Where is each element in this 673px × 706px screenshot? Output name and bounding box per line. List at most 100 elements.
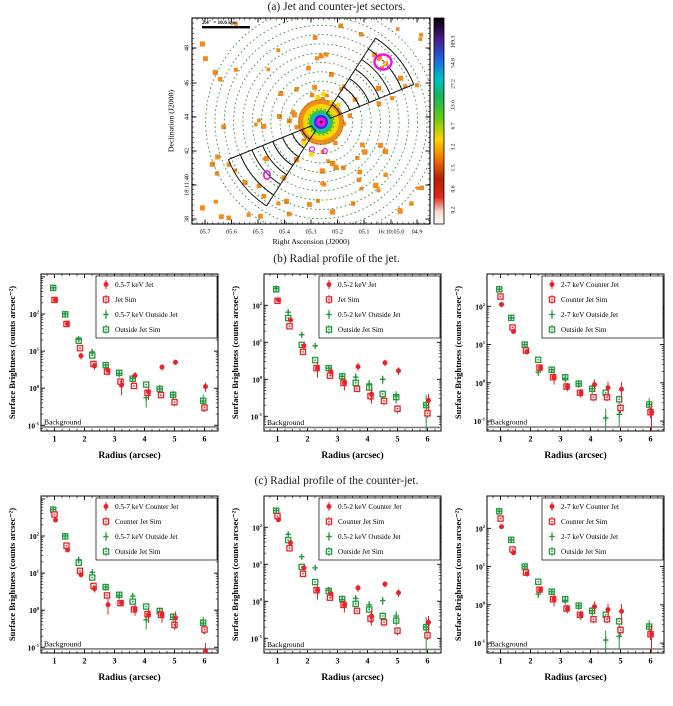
- svg-text:Counter Jet Sim: Counter Jet Sim: [115, 518, 162, 526]
- series-2-7-kev-outside-jet: [496, 286, 652, 431]
- svg-text:38: 38: [184, 216, 191, 222]
- svg-text:100: 100: [475, 600, 486, 609]
- svg-text:2.4″ = 10.6 kpc: 2.4″ = 10.6 kpc: [202, 20, 237, 26]
- svg-text:Background: Background: [44, 417, 81, 426]
- scatter-plot-svg: 1 2 3 4 5 6 Radius (arcsec) 10-1 100 101 102 Surfac…: [7, 495, 219, 683]
- x-axis: 1 2 3 4 5 6 Radius (arcsec): [492, 496, 659, 683]
- scatter-plot-svg: 1 2 3 4 5 6 Radius (arcsec) 10-1 100 101 102 Surfac…: [230, 495, 442, 683]
- plot-jet-broadband: 1 2 3 4 5 6 Radius (arcsec) 10-1 100 101 102 Surfac…: [3, 268, 224, 466]
- svg-text:6: 6: [203, 657, 207, 666]
- svg-text:100: 100: [475, 378, 486, 387]
- svg-text:3.2: 3.2: [451, 143, 457, 150]
- svg-text:10-1: 10-1: [28, 643, 40, 652]
- plot-jet-hard: 1 2 3 4 5 6 Radius (arcsec) 10-1 100 101 102 Surfac…: [449, 268, 670, 466]
- svg-text:6: 6: [426, 657, 430, 666]
- svg-text:Jet Sim: Jet Sim: [115, 296, 137, 304]
- svg-text:102: 102: [29, 532, 40, 541]
- svg-text:Outside Jet Sim: Outside Jet Sim: [338, 548, 384, 556]
- background-line: Background: [41, 417, 218, 428]
- svg-text:102: 102: [475, 302, 486, 311]
- svg-text:4: 4: [143, 435, 147, 444]
- scatter-plot-svg: 1 2 3 4 5 6 Radius (arcsec) 10-1 100 101 102 Surfac…: [453, 495, 665, 683]
- svg-text:5: 5: [173, 657, 177, 666]
- svg-text:3: 3: [336, 657, 340, 666]
- svg-text:2: 2: [306, 435, 310, 444]
- scatter-plot-svg: 1 2 3 4 5 6 Radius (arcsec) 10-1 100 101 102 Surfac…: [453, 273, 665, 461]
- scatter-plot-svg: 1 2 3 4 5 6 Radius (arcsec) 10-1 100 101 102 Surfac…: [7, 273, 219, 461]
- svg-text:101: 101: [252, 560, 263, 569]
- svg-text:2: 2: [529, 657, 533, 666]
- svg-text:Counter Jet Sim: Counter Jet Sim: [338, 518, 385, 526]
- svg-text:04.9: 04.9: [412, 229, 423, 236]
- series-2-7-kev-counter-jet: [499, 301, 654, 431]
- colorbar: 0.2 0.6 1.5 3.2 6.7 13.6 27.2 54.8 109.3: [433, 17, 457, 225]
- svg-text:Radius (arcsec): Radius (arcsec): [98, 450, 160, 461]
- svg-text:18:11:40: 18:11:40: [184, 174, 191, 196]
- svg-text:2: 2: [83, 435, 87, 444]
- svg-text:3: 3: [336, 435, 340, 444]
- series-2-7-kev-outside-jet: [496, 508, 652, 653]
- svg-text:4: 4: [143, 657, 147, 666]
- svg-text:4: 4: [589, 657, 593, 666]
- series-0-5-2-kev-counter-jet: [276, 517, 431, 633]
- legend: 0.5-7 keV Counter Jet Counter Jet Sim 0.5-…: [95, 497, 218, 561]
- svg-text:101: 101: [475, 340, 486, 349]
- svg-text:2: 2: [83, 657, 87, 666]
- svg-text:101: 101: [29, 347, 40, 356]
- svg-text:Outside Jet Sim: Outside Jet Sim: [561, 326, 607, 334]
- svg-text:Surface Brightness (counts arc: Surface Brightness (counts arcsec⁻²): [7, 286, 17, 419]
- plot-jet-soft: 1 2 3 4 5 6 Radius (arcsec) 10-1 100 101 102 Surfac…: [226, 268, 447, 466]
- svg-text:Background: Background: [267, 418, 304, 427]
- svg-text:2: 2: [529, 435, 533, 444]
- magenta-contours: [263, 53, 393, 181]
- caption-a: (a) Jet and counter-jet sectors.: [267, 1, 406, 13]
- svg-text:2-7 keV Counter Jet: 2-7 keV Counter Jet: [561, 281, 619, 289]
- sky-image: 2.4″ = 10.6 kpc: [199, 18, 430, 224]
- legend: 0.5-2 keV Counter Jet Counter Jet Sim 0.5-…: [318, 497, 441, 561]
- svg-text:2-7 keV Outside Jet: 2-7 keV Outside Jet: [561, 311, 618, 319]
- background-line: Background: [41, 639, 218, 650]
- caption-c: (c) Radial profile of the counter-jet.: [254, 475, 419, 487]
- svg-text:Surface Brightness (counts arc: Surface Brightness (counts arcsec⁻²): [453, 508, 463, 641]
- x-axis: 1 2 3 4 5 6 Radius (arcsec): [269, 496, 436, 683]
- svg-text:Counter Jet Sim: Counter Jet Sim: [561, 518, 608, 526]
- sky-axes: 05.7 05.6 05.5 05.4 05.3 05.2 05.1 16:10:05.0 04…: [167, 18, 430, 246]
- legend: 0.5-2 keV Jet Jet Sim 0.5-2 keV Outside Je…: [318, 275, 441, 339]
- svg-text:6: 6: [203, 435, 207, 444]
- svg-text:Background: Background: [44, 639, 81, 648]
- svg-text:Right Ascension (J2000): Right Ascension (J2000): [272, 237, 350, 246]
- svg-text:10-1: 10-1: [251, 634, 263, 643]
- svg-text:Surface Brightness (counts arc: Surface Brightness (counts arcsec⁻²): [453, 286, 463, 419]
- series-2-7-kev-counter-jet: [499, 524, 654, 653]
- series-0-5-7-kev-counter-jet: [53, 517, 208, 654]
- svg-text:102: 102: [475, 524, 486, 533]
- svg-text:Outside Jet Sim: Outside Jet Sim: [338, 326, 384, 334]
- svg-text:5: 5: [619, 657, 623, 666]
- svg-text:Outside Jet Sim: Outside Jet Sim: [115, 548, 161, 556]
- background-line: Background: [487, 417, 664, 428]
- svg-text:Background: Background: [490, 417, 527, 426]
- svg-text:48: 48: [184, 45, 191, 51]
- svg-text:4: 4: [589, 435, 593, 444]
- svg-text:1: 1: [276, 657, 280, 666]
- svg-text:109.3: 109.3: [451, 36, 457, 49]
- svg-text:05.2: 05.2: [332, 229, 343, 236]
- svg-text:2: 2: [306, 657, 310, 666]
- svg-text:13.6: 13.6: [451, 100, 457, 110]
- y-axis: 10-1 100 101 102 Surface Brightness (counts …: [7, 498, 218, 652]
- y-axis: 10-1 100 101 102 Surface Brightness (counts …: [453, 508, 664, 652]
- svg-text:101: 101: [29, 569, 40, 578]
- svg-text:05.6: 05.6: [226, 229, 237, 236]
- counterjet-sector-wedge: [227, 125, 317, 207]
- svg-text:Declination (J2000): Declination (J2000): [167, 90, 176, 153]
- svg-text:3: 3: [559, 435, 563, 444]
- svg-text:42: 42: [184, 148, 191, 154]
- svg-text:Background: Background: [267, 640, 304, 649]
- svg-text:1: 1: [499, 435, 503, 444]
- svg-text:0.5-7 keV Counter Jet: 0.5-7 keV Counter Jet: [115, 503, 178, 511]
- series-0-5-2-kev-jet: [276, 297, 431, 411]
- svg-text:100: 100: [29, 384, 40, 393]
- svg-text:4: 4: [366, 435, 370, 444]
- svg-text:05.4: 05.4: [279, 229, 290, 236]
